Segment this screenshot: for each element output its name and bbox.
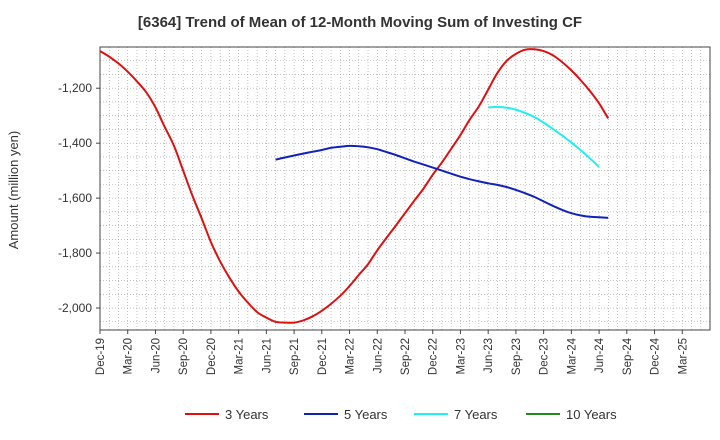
y-tick-label: -1,600 (58, 191, 92, 205)
x-tick-label: Mar-24 (566, 337, 578, 374)
y-tick-label: -1,800 (58, 246, 92, 260)
x-tick-label: Dec-24 (650, 337, 662, 375)
x-tick-label: Dec-23 (539, 338, 551, 375)
x-tick-label: Mar-21 (234, 338, 246, 374)
series-line-3-years (99, 48, 610, 324)
y-axis-label: Amount (million yen) (6, 131, 21, 250)
x-tick-label: Mar-23 (455, 338, 467, 374)
chart-title: [6364] Trend of Mean of 12-Month Moving … (138, 14, 582, 31)
legend: 3 Years 5 Years 7 Years 10 Years (185, 407, 617, 422)
x-tick-label: Dec-19 (95, 338, 107, 375)
y-tick-label: -1,200 (58, 81, 92, 95)
x-tick-label: Sep-21 (289, 338, 301, 375)
legend-label-5-years: 5 Years (344, 407, 388, 422)
x-tick-label: Sep-20 (178, 338, 190, 375)
x-tick-label: Dec-21 (317, 338, 329, 375)
x-axis: Dec-19 Mar-20 Jun-20 Sep-20 Dec-20 Mar-21 Jun-… (95, 330, 689, 375)
x-tick-label: Mar-22 (345, 338, 357, 374)
series-line-7-years (488, 105, 600, 168)
x-tick-label: Mar-25 (677, 338, 689, 374)
x-tick-label: Jun-20 (150, 338, 162, 373)
legend-label-7-years: 7 Years (454, 407, 498, 422)
y-axis: -1,200 -1,400 -1,600 -1,800 -2,000 (58, 81, 100, 315)
series-line-5-years (275, 144, 609, 219)
x-tick-label: Mar-20 (123, 338, 135, 374)
x-tick-label: Sep-23 (511, 338, 523, 375)
legend-label-10-years: 10 Years (566, 407, 617, 422)
x-tick-label: Dec-22 (428, 338, 440, 375)
x-tick-label: Jun-23 (483, 338, 495, 373)
x-tick-label: Jun-21 (261, 338, 273, 373)
x-tick-label: Dec-20 (206, 338, 218, 375)
x-tick-label: Jun-24 (594, 337, 606, 373)
x-tick-label: Jun-22 (372, 338, 384, 373)
series-lines (99, 48, 610, 324)
legend-label-3-years: 3 Years (225, 407, 269, 422)
y-tick-label: -2,000 (58, 301, 92, 315)
grid (100, 47, 710, 330)
x-tick-label: Sep-22 (400, 338, 412, 375)
y-tick-label: -1,400 (58, 136, 92, 150)
x-tick-label: Sep-24 (622, 337, 634, 375)
